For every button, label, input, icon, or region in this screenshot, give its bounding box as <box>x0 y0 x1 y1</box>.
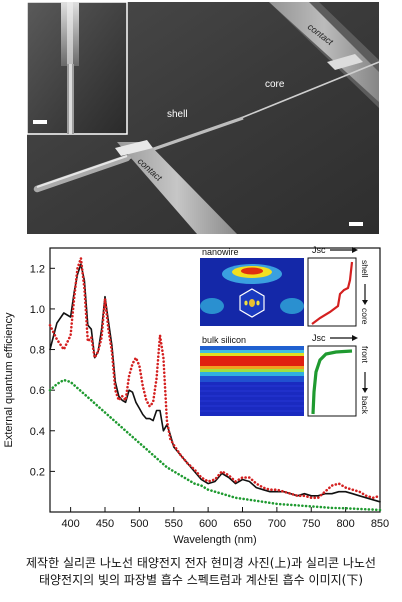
inset-bulk-profile: Jsc front back <box>307 333 370 417</box>
inset-nanowire: nanowire <box>200 247 304 326</box>
x-tick-label: 750 <box>302 518 320 530</box>
y-tick-label: 0.4 <box>30 426 45 438</box>
x-tick-label: 550 <box>165 518 183 530</box>
inset-scale-bar <box>33 120 47 124</box>
series-line-3 <box>48 378 382 512</box>
y-tick-label: 1.2 <box>30 263 45 275</box>
x-tick-label: 650 <box>233 518 251 530</box>
plot-frame <box>49 247 381 513</box>
inset-bulk-title: bulk silicon <box>202 335 246 345</box>
contact-pad-upper <box>269 2 379 108</box>
x-tick-label: 500 <box>130 518 148 530</box>
label-core-depth: core <box>360 308 370 325</box>
eqe-chart: 400 450 500 550 600 650 700 750 800 850 0.2 0.4 0.6 0… <box>3 245 389 546</box>
y-tick-label: 0.8 <box>30 345 45 357</box>
x-tick-label: 700 <box>268 518 286 530</box>
sem-inset <box>27 2 128 135</box>
y-tick-label: 0.2 <box>30 466 45 478</box>
contact-pad-lower <box>115 140 237 234</box>
label-shell: shell <box>167 109 188 120</box>
caption-line-2: 태양전지의 빛의 파장별 흡수 스펙트럼과 계산된 흡수 이미지(下) <box>38 573 364 587</box>
bulk-jsc-label: Jsc <box>312 333 326 343</box>
x-tick-label: 400 <box>61 518 79 530</box>
x-tick-label: 850 <box>371 518 389 530</box>
x-tick-label: 800 <box>336 518 354 530</box>
series-line-2 <box>48 256 382 500</box>
y-tick-label: 0.6 <box>30 385 45 397</box>
label-back-depth: back <box>360 396 370 415</box>
inset-nanowire-profile: Jsc shell core <box>307 245 370 327</box>
nanowire-jsc-label: Jsc <box>312 245 326 255</box>
x-tick-label: 450 <box>96 518 114 530</box>
sem-micrograph: shell core contact contact <box>27 2 379 234</box>
inset-bulk-silicon: bulk silicon <box>200 335 304 416</box>
y-axis-label: External quantum efficiency <box>3 312 15 447</box>
label-front-depth: front <box>360 346 370 364</box>
y-tick-label: 1.0 <box>30 304 45 316</box>
x-tick-label: 600 <box>199 518 217 530</box>
x-axis-label: Wavelength (nm) <box>173 534 256 546</box>
inset-nanowire-title: nanowire <box>202 247 239 257</box>
series-line-1 <box>49 263 381 503</box>
label-core: core <box>265 79 285 90</box>
figure-caption: 제작한 실리콘 나노선 태양전지 전자 현미경 사진(上)과 실리콘 나노선 태… <box>0 555 402 589</box>
caption-line-1: 제작한 실리콘 나노선 태양전지 전자 현미경 사진(上)과 실리콘 나노선 <box>26 556 376 570</box>
label-shell-depth: shell <box>360 260 370 278</box>
scale-bar <box>349 222 363 226</box>
